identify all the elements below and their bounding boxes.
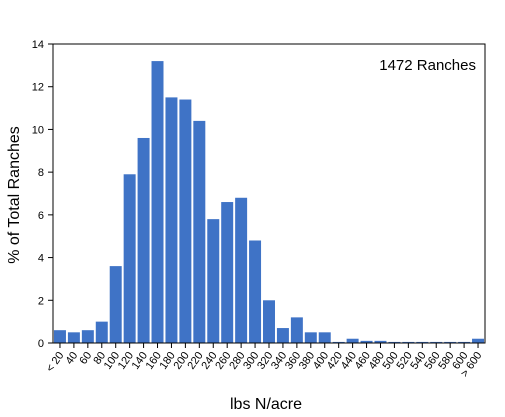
y-tick-label: 12 <box>32 82 44 94</box>
bar-9 <box>179 99 192 343</box>
x-tick-label: < 20 <box>44 350 66 375</box>
y-tick-label: 8 <box>38 167 44 179</box>
bar-2 <box>81 330 94 343</box>
y-tick-label: 14 <box>32 39 44 51</box>
bar-7 <box>151 61 164 344</box>
bar-5 <box>123 174 136 343</box>
bar-15 <box>263 300 275 343</box>
plot-frame <box>52 43 486 344</box>
bar-13 <box>235 197 248 343</box>
bar-26 <box>416 341 429 343</box>
bar-28 <box>444 341 457 343</box>
bar-8 <box>165 97 178 343</box>
bar-1 <box>67 332 80 343</box>
bar-19 <box>318 332 331 343</box>
y-tick-label: 10 <box>32 124 44 136</box>
bar-18 <box>304 332 317 343</box>
x-tick-label: 40 <box>64 350 81 367</box>
bar-17 <box>290 317 303 343</box>
x-axis-ticks: < 20406080100120140160180200220240260280… <box>44 343 484 380</box>
y-axis-title: % of Total Ranches <box>6 126 23 264</box>
bar-30 <box>472 338 485 343</box>
bar-24 <box>388 341 401 343</box>
bar-16 <box>276 328 289 343</box>
y-tick-label: 4 <box>38 253 44 265</box>
bar-4 <box>109 266 122 343</box>
bar-27 <box>430 341 443 343</box>
chart-annotation: 1472 Ranches <box>379 57 476 74</box>
bar-29 <box>458 341 471 343</box>
bar-6 <box>137 137 150 343</box>
bar-3 <box>95 321 108 343</box>
x-tick-label: 80 <box>91 350 108 367</box>
bar-10 <box>193 120 206 343</box>
bar-25 <box>402 341 415 343</box>
bar-14 <box>249 240 262 343</box>
y-axis-ticks: 0 2 4 6 8 10 12 14 <box>32 39 53 350</box>
bar-20 <box>332 341 345 343</box>
bar-0 <box>53 330 66 343</box>
bar-22 <box>360 340 373 343</box>
y-tick-label: 0 <box>38 338 44 350</box>
bar-23 <box>374 340 387 343</box>
x-tick-label: 60 <box>77 350 94 367</box>
bar-12 <box>221 202 234 343</box>
y-tick-label: 6 <box>38 210 44 222</box>
bar-21 <box>346 338 359 343</box>
y-tick-label: 2 <box>38 295 44 307</box>
x-axis-title: lbs N/acre <box>230 396 302 413</box>
bars-group <box>53 61 485 344</box>
bar-11 <box>207 219 220 343</box>
